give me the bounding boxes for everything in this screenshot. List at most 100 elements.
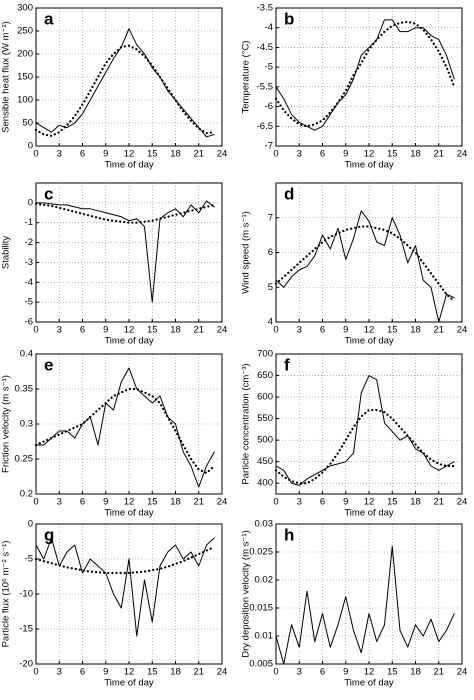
x-tick-label: 21 — [193, 149, 204, 160]
plot-frame — [275, 353, 463, 495]
x-tick-label: 9 — [103, 667, 108, 678]
x-tick-label: 3 — [297, 149, 302, 160]
data-line — [35, 28, 215, 138]
x-tick-label: 12 — [364, 497, 375, 508]
y-tick-label: 0.03 — [255, 519, 274, 530]
y-tick-label: -10 — [19, 589, 33, 600]
y-axis-label: Friction velocity (m s⁻¹) — [1, 375, 12, 473]
x-axis-label: Time of day — [104, 336, 154, 347]
x-tick-label: 0 — [33, 325, 38, 336]
x-tick-label: 12 — [364, 325, 375, 336]
fit-line — [34, 202, 216, 224]
fit-line — [34, 387, 216, 475]
y-tick-label: 400 — [257, 478, 273, 489]
y-tick-label: 700 — [257, 349, 273, 360]
x-tick-label: 21 — [433, 149, 444, 160]
y-tick-label: 550 — [257, 413, 273, 424]
x-tick-label: 24 — [217, 149, 228, 160]
x-tick-label: 15 — [387, 325, 398, 336]
y-tick-label: -5 — [25, 554, 33, 565]
x-tick-label: 24 — [457, 149, 468, 160]
y-tick-label: 50 — [22, 118, 33, 129]
x-tick-label: 21 — [433, 325, 444, 336]
y-tick-label: 0 — [28, 197, 33, 208]
y-axis-label: Particle concentration (cm⁻³) — [241, 363, 252, 484]
y-tick-label: 100 — [17, 95, 33, 106]
x-tick-label: 9 — [343, 149, 348, 160]
x-tick-label: 0 — [273, 149, 278, 160]
x-tick-label: 12 — [364, 667, 375, 678]
x-axis-label: Time of day — [344, 160, 394, 171]
y-tick-label: -6 — [265, 101, 273, 112]
y-tick-label: 450 — [257, 456, 273, 467]
x-tick-label: 12 — [364, 149, 375, 160]
y-tick-label: -15 — [19, 624, 33, 635]
x-tick-label: 18 — [170, 667, 181, 678]
x-tick-label: 18 — [410, 497, 421, 508]
x-tick-label: 18 — [170, 149, 181, 160]
x-tick-label: 9 — [103, 149, 108, 160]
x-tick-label: 3 — [297, 497, 302, 508]
x-tick-label: 24 — [457, 497, 468, 508]
x-tick-label: 3 — [57, 667, 62, 678]
data-line — [35, 367, 215, 488]
x-tick-label: 3 — [57, 149, 62, 160]
x-tick-label: 6 — [80, 149, 85, 160]
x-axis-label: Time of day — [344, 336, 394, 347]
panel-letter: g — [44, 525, 54, 544]
y-tick-label: -20 — [19, 659, 33, 670]
x-tick-label: 15 — [147, 325, 158, 336]
data-line — [275, 19, 455, 131]
y-tick-label: 4 — [268, 317, 273, 328]
x-tick-label: 0 — [33, 497, 38, 508]
y-tick-label: 0.35 — [15, 384, 34, 395]
y-tick-label: -6.5 — [257, 121, 273, 132]
x-tick-label: 15 — [147, 667, 158, 678]
y-tick-label: 0.01 — [255, 631, 274, 642]
x-tick-label: 21 — [433, 497, 444, 508]
y-tick-label: -7 — [265, 141, 273, 152]
y-tick-label: -4 — [25, 277, 33, 288]
panel-letter: d — [284, 184, 294, 203]
y-axis-label: Wind speed (m s⁻¹) — [241, 211, 252, 294]
x-tick-label: 15 — [387, 497, 398, 508]
plot-frame — [35, 182, 223, 323]
y-tick-label: 0 — [28, 519, 33, 530]
plot-frame — [35, 353, 223, 495]
x-tick-label: 0 — [273, 497, 278, 508]
x-tick-label: 12 — [124, 325, 135, 336]
y-axis-label: Particle flux (10⁶ m⁻² s⁻¹) — [1, 541, 12, 648]
x-axis-label: Time of day — [344, 508, 394, 519]
x-tick-label: 3 — [297, 667, 302, 678]
panel-letter: f — [284, 355, 290, 374]
x-tick-label: 24 — [457, 325, 468, 336]
y-tick-label: -6 — [25, 317, 33, 328]
y-tick-label: 600 — [257, 392, 273, 403]
y-tick-label: 0.025 — [249, 547, 273, 558]
x-tick-label: 18 — [410, 667, 421, 678]
data-line — [35, 200, 215, 303]
x-tick-label: 6 — [80, 325, 85, 336]
plot-frame — [275, 7, 463, 147]
panel-letter: h — [284, 525, 294, 544]
y-tick-label: 5 — [268, 282, 273, 293]
x-tick-label: 15 — [387, 667, 398, 678]
y-tick-label: 0.005 — [249, 659, 273, 670]
x-tick-label: 9 — [103, 325, 108, 336]
x-tick-label: 21 — [193, 667, 204, 678]
y-tick-label: 0.3 — [20, 419, 33, 430]
x-tick-label: 24 — [457, 667, 468, 678]
x-tick-label: 24 — [217, 667, 228, 678]
data-line — [275, 375, 455, 486]
data-line — [275, 210, 455, 323]
x-tick-label: 0 — [33, 667, 38, 678]
x-tick-label: 6 — [320, 325, 325, 336]
y-tick-label: -4 — [265, 22, 273, 33]
x-tick-label: 9 — [343, 667, 348, 678]
plot-frame — [35, 7, 223, 147]
x-tick-label: 21 — [193, 497, 204, 508]
y-tick-label: -2 — [25, 237, 33, 248]
fit-line — [274, 408, 456, 485]
x-tick-label: 21 — [193, 325, 204, 336]
